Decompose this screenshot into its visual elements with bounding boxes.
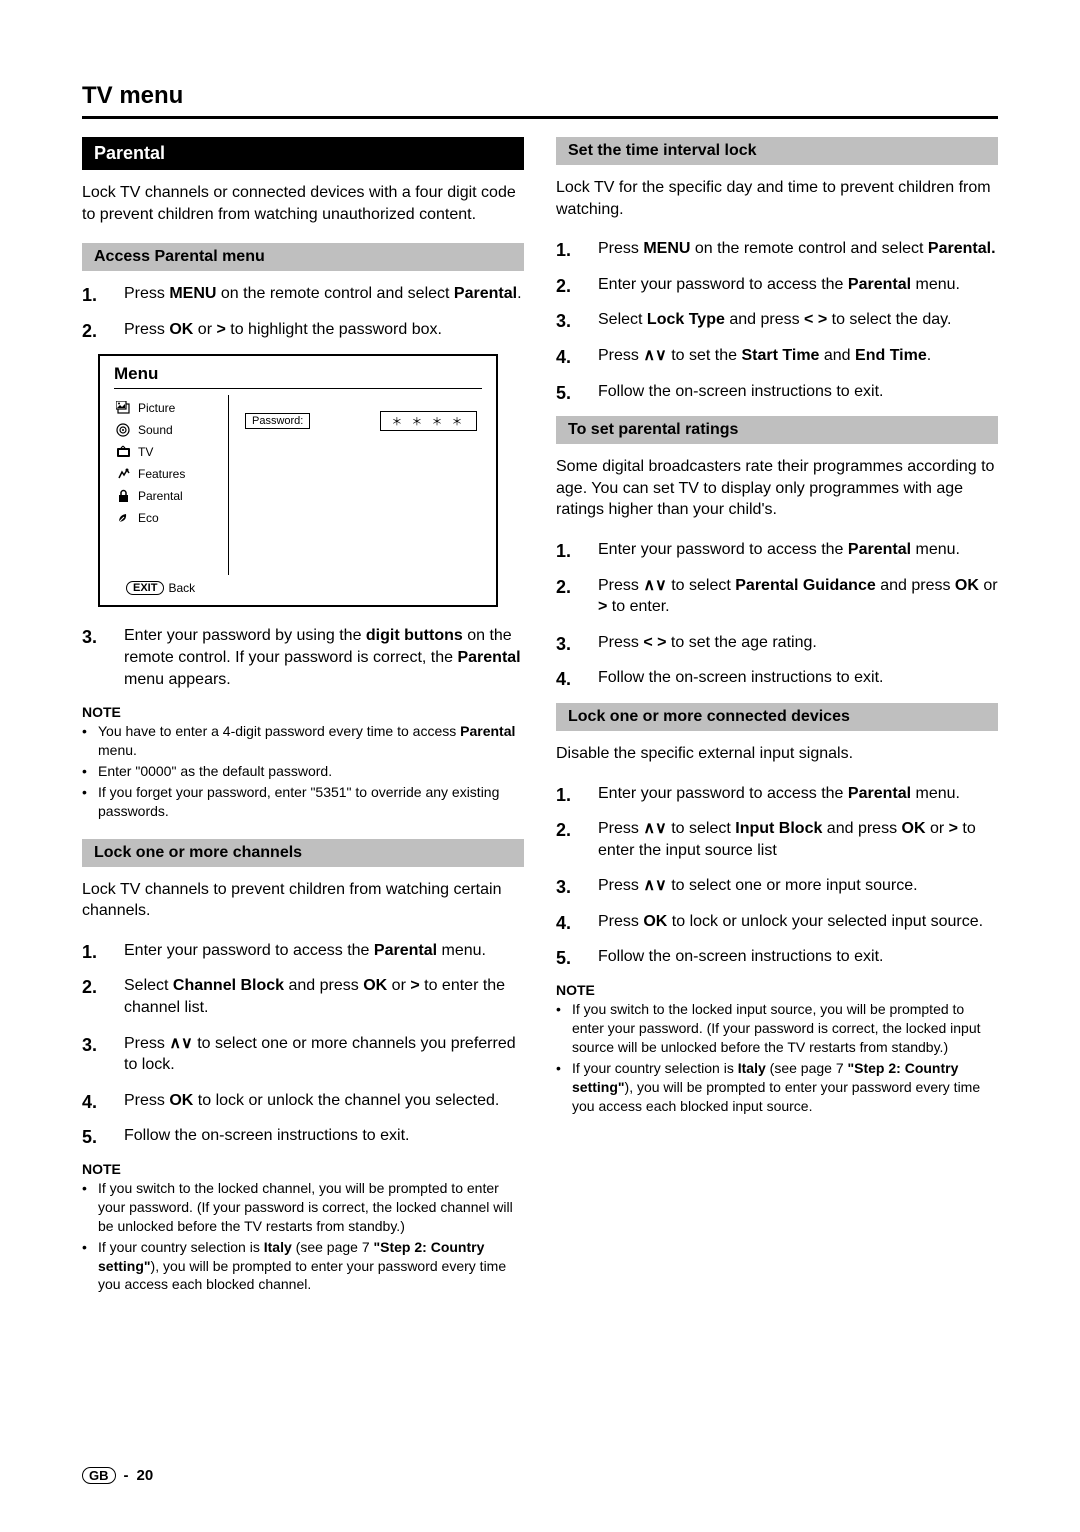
step: Follow the on-screen instructions to exi… — [556, 381, 998, 403]
step: Press OK to lock or unlock the channel y… — [82, 1090, 524, 1112]
note-label: NOTE — [82, 704, 524, 720]
menu-item-label: TV — [138, 445, 153, 459]
step: Press ∧∨ to select one or more channels … — [82, 1033, 524, 1076]
content-columns: Parental Lock TV channels or connected d… — [82, 137, 998, 1312]
note-label: NOTE — [82, 1161, 524, 1177]
step: Press ∧∨ to set the Start Time and End T… — [556, 345, 998, 367]
note-list: If you switch to the locked input source… — [556, 1000, 998, 1115]
note-item: If your country selection is Italy (see … — [82, 1238, 524, 1295]
step: Follow the on-screen instructions to exi… — [556, 946, 998, 968]
menu-item-label: Features — [138, 467, 185, 481]
left-column: Parental Lock TV channels or connected d… — [82, 137, 524, 1312]
step: Follow the on-screen instructions to exi… — [556, 667, 998, 689]
access-parental-header: Access Parental menu — [82, 243, 524, 271]
note-list: You have to enter a 4-digit password eve… — [82, 722, 524, 820]
step: Enter your password to access the Parent… — [82, 940, 524, 962]
lock-channels-steps: Enter your password to access the Parent… — [82, 940, 524, 1147]
lock-channels-header: Lock one or more channels — [82, 839, 524, 867]
note-item: If your country selection is Italy (see … — [556, 1059, 998, 1116]
parental-header: Parental — [82, 137, 524, 170]
devices-intro: Disable the specific external input sign… — [556, 743, 998, 765]
lock-channels-intro: Lock TV channels to prevent children fro… — [82, 879, 524, 922]
step: Enter your password to access the Parent… — [556, 274, 998, 296]
step: Press OK or > to highlight the password … — [82, 319, 524, 341]
step: Press MENU on the remote control and sel… — [82, 283, 524, 305]
time-lock-header: Set the time interval lock — [556, 137, 998, 165]
password-label: Password: — [245, 413, 310, 429]
ratings-intro: Some digital broadcasters rate their pro… — [556, 456, 998, 521]
note-list: If you switch to the locked channel, you… — [82, 1179, 524, 1294]
menu-item-sound: Sound — [114, 419, 228, 441]
step: Select Channel Block and press OK or > t… — [82, 975, 524, 1018]
note-item: If you forget your password, enter "5351… — [82, 783, 524, 821]
step: Press ∧∨ to select Parental Guidance and… — [556, 575, 998, 618]
right-column: Set the time interval lock Lock TV for t… — [556, 137, 998, 1312]
page-number: 20 — [137, 1467, 154, 1484]
time-lock-steps: Press MENU on the remote control and sel… — [556, 238, 998, 402]
step: Follow the on-screen instructions to exi… — [82, 1125, 524, 1147]
back-label: Back — [168, 581, 195, 595]
menu-item-label: Eco — [138, 511, 159, 525]
step: Enter your password to access the Parent… — [556, 539, 998, 561]
menu-item-label: Picture — [138, 401, 175, 415]
step: Press ∧∨ to select Input Block and press… — [556, 818, 998, 861]
note-label: NOTE — [556, 982, 998, 998]
ratings-steps: Enter your password to access the Parent… — [556, 539, 998, 689]
region-badge: GB — [82, 1467, 116, 1484]
step: Press MENU on the remote control and sel… — [556, 238, 998, 260]
note-item: If you switch to the locked channel, you… — [82, 1179, 524, 1236]
menu-item-eco: Eco — [114, 507, 228, 529]
password-field: ＊ ＊ ＊ ＊ — [380, 411, 476, 431]
access-steps-post: Enter your password by using the digit b… — [82, 625, 524, 690]
step: Select Lock Type and press < > to select… — [556, 309, 998, 331]
exit-button: EXIT — [126, 581, 164, 595]
menu-footer: EXIT Back — [114, 575, 482, 595]
menu-item-features: Features — [114, 463, 228, 485]
menu-item-parental: Parental — [114, 485, 228, 507]
step: Enter your password by using the digit b… — [82, 625, 524, 690]
ratings-header: To set parental ratings — [556, 416, 998, 444]
devices-header: Lock one or more connected devices — [556, 703, 998, 731]
menu-item-label: Sound — [138, 423, 173, 437]
page-footer: GB - 20 — [82, 1467, 153, 1484]
menu-item-label: Parental — [138, 489, 183, 503]
time-lock-intro: Lock TV for the specific day and time to… — [556, 177, 998, 220]
picture-icon — [116, 401, 132, 415]
note-item: Enter "0000" as the default password. — [82, 762, 524, 781]
note-item: If you switch to the locked input source… — [556, 1000, 998, 1057]
step: Press OK to lock or unlock your selected… — [556, 911, 998, 933]
features-icon — [116, 467, 132, 481]
menu-screenshot-title: Menu — [114, 364, 482, 389]
menu-sidebar: Picture Sound TV Features — [114, 395, 229, 575]
lock-icon — [116, 489, 132, 503]
page-title: TV menu — [82, 82, 998, 119]
sound-icon — [116, 423, 132, 437]
access-steps-pre: Press MENU on the remote control and sel… — [82, 283, 524, 340]
menu-content: Password: ＊ ＊ ＊ ＊ — [229, 395, 482, 575]
menu-item-tv: TV — [114, 441, 228, 463]
menu-item-picture: Picture — [114, 397, 228, 419]
eco-icon — [116, 511, 132, 525]
tv-icon — [116, 445, 132, 459]
note-item: You have to enter a 4-digit password eve… — [82, 722, 524, 760]
parental-intro: Lock TV channels or connected devices wi… — [82, 182, 524, 225]
step: Enter your password to access the Parent… — [556, 783, 998, 805]
menu-screenshot: Menu Picture Sound TV — [98, 354, 498, 607]
step: Press < > to set the age rating. — [556, 632, 998, 654]
step: Press ∧∨ to select one or more input sou… — [556, 875, 998, 897]
footer-sep: - — [124, 1467, 129, 1484]
devices-steps: Enter your password to access the Parent… — [556, 783, 998, 969]
